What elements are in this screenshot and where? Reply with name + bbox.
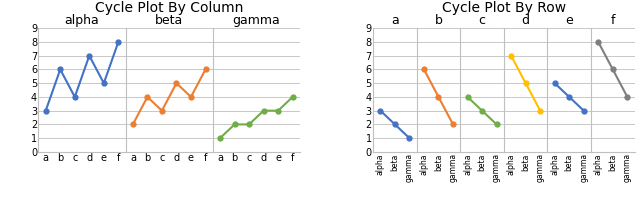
Title: alpha: alpha bbox=[65, 14, 99, 27]
Title: a: a bbox=[391, 14, 399, 27]
Title: d: d bbox=[522, 14, 529, 27]
Text: Cycle Plot By Row: Cycle Plot By Row bbox=[442, 1, 566, 15]
Text: Cycle Plot By Column: Cycle Plot By Column bbox=[95, 1, 244, 15]
Title: c: c bbox=[479, 14, 486, 27]
Title: beta: beta bbox=[155, 14, 183, 27]
Title: f: f bbox=[610, 14, 615, 27]
Title: e: e bbox=[565, 14, 573, 27]
Title: b: b bbox=[435, 14, 442, 27]
Title: gamma: gamma bbox=[233, 14, 280, 27]
